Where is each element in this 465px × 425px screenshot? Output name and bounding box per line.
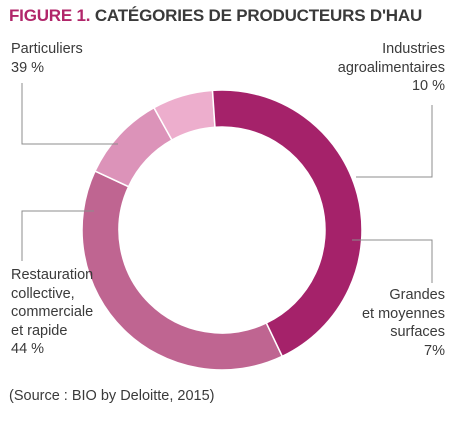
label-restauration-name-2: collective, [11, 285, 75, 302]
label-grandes-value: 7% [424, 342, 445, 359]
leader-line-restauration [21, 210, 94, 261]
figure-title: FIGURE 1. CATÉGORIES DE PRODUCTEURS D'HA… [9, 6, 422, 26]
slice-restauration [211, 89, 363, 358]
leader-line-particuliers [21, 83, 118, 145]
label-restauration-name-3: commerciale [11, 304, 94, 320]
figure-title-text: CATÉGORIES DE PRODUCTEURS D'HAU [94, 6, 423, 25]
leader-line-industries [356, 105, 433, 178]
label-grandes-name-3: surfaces [390, 324, 445, 340]
label-restauration-value: 44 % [11, 341, 45, 357]
source-note: (Source : BIO by Deloitte, 2015) [9, 388, 215, 404]
label-industries-name-1: Industries [382, 41, 445, 57]
leader-line-grandes [352, 239, 433, 283]
label-particuliers: Particuliers 39 % [11, 40, 83, 77]
label-restauration: Restauration collective, commerciale et … [11, 266, 93, 359]
label-restauration-name-4: et rapide [11, 322, 68, 339]
label-grandes-name-2: et moyennes [361, 305, 445, 322]
label-industries-name-2: agroalimentaires [337, 59, 445, 76]
label-particuliers-name: Particuliers [11, 41, 83, 57]
figure-number: FIGURE 1. [9, 6, 91, 25]
label-industries-value: 10 % [411, 78, 445, 94]
label-grandes: Grandes et moyennes surfaces 7% [362, 286, 445, 360]
label-industries: Industries agroalimentaires 10 % [338, 40, 445, 96]
slice-particuliers [81, 170, 284, 371]
label-restauration-name-1: Restauration [11, 267, 94, 283]
label-grandes-name-1: Grandes [389, 287, 445, 303]
label-particuliers-value: 39 % [11, 59, 45, 76]
